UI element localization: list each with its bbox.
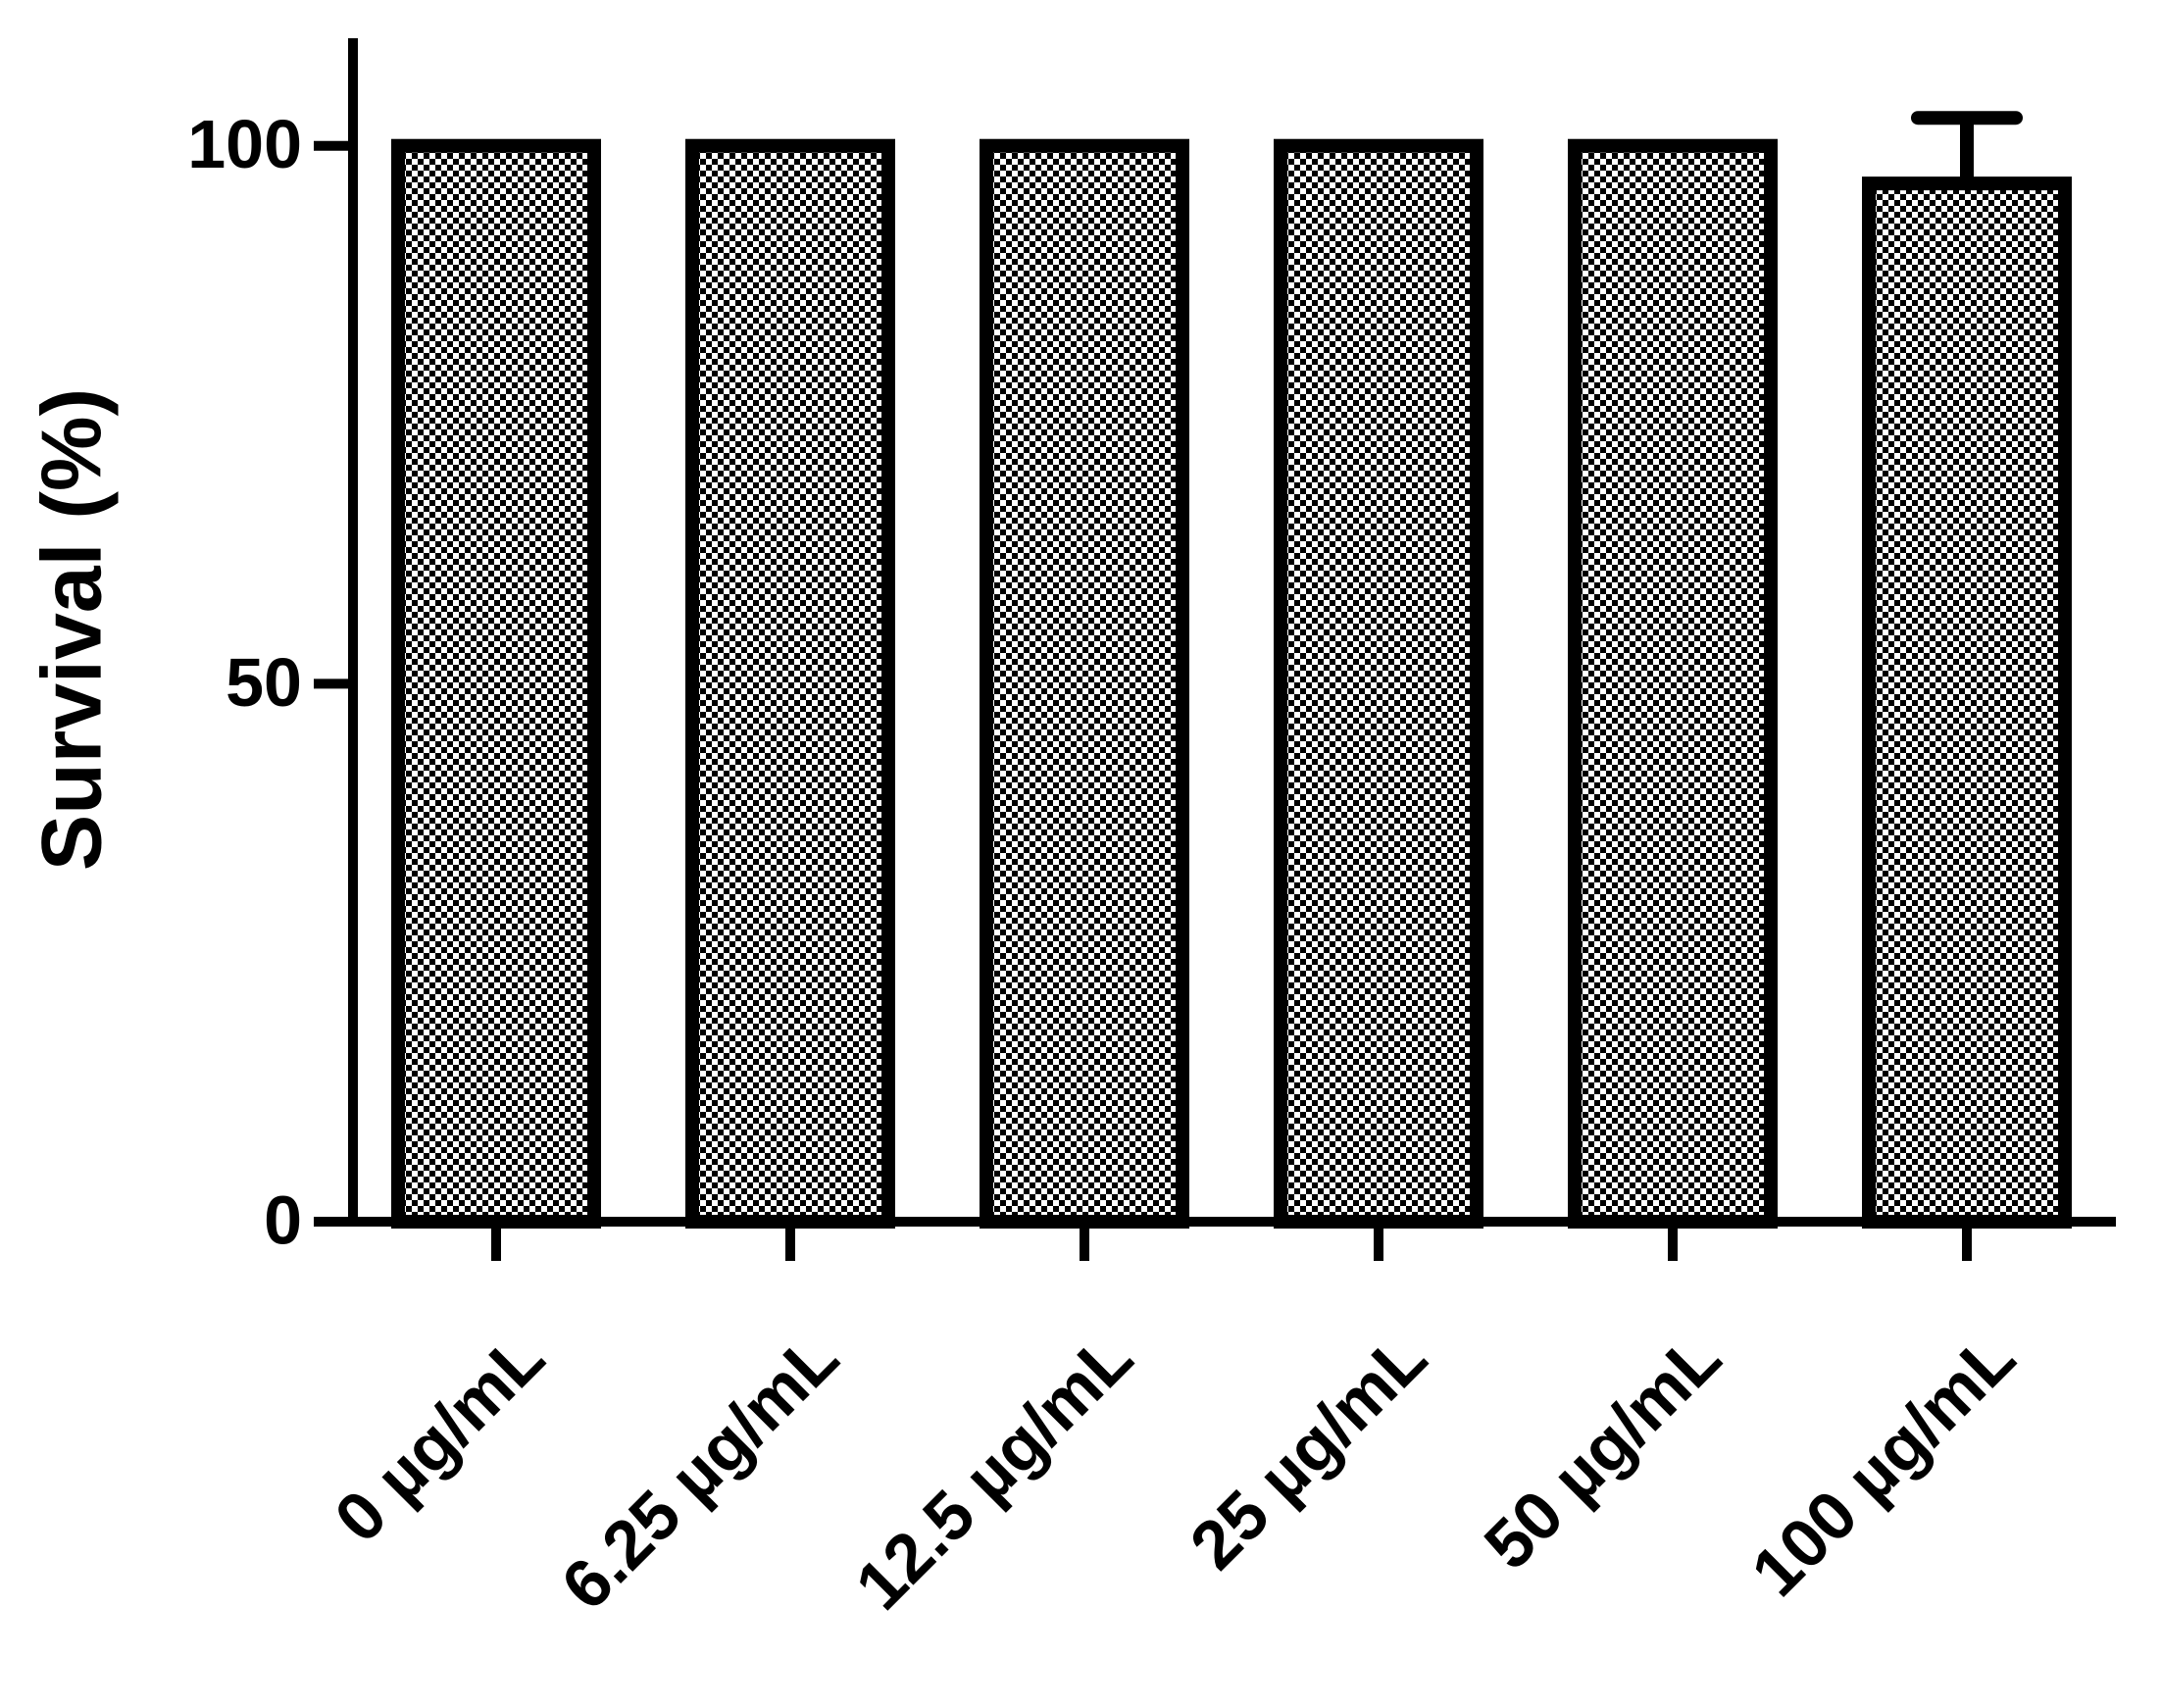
y-axis-label: Survival (%) — [25, 388, 120, 871]
x-tick-label: 100 µg/mL — [1736, 1319, 2029, 1611]
x-tick-label: 50 µg/mL — [1470, 1319, 1735, 1584]
x-tick-label: 12.5 µg/mL — [841, 1319, 1147, 1625]
x-tick-label: 6.25 µg/mL — [547, 1319, 853, 1625]
x-tick-label: 0 µg/mL — [320, 1319, 558, 1557]
bar — [1862, 176, 2072, 1229]
y-tick-label: 50 — [226, 644, 302, 721]
bar — [1568, 138, 1778, 1229]
bar — [391, 138, 601, 1229]
bar — [685, 138, 895, 1229]
x-tick-label: 25 µg/mL — [1176, 1319, 1441, 1584]
bar — [1274, 138, 1483, 1229]
y-tick-label: 0 — [264, 1181, 302, 1258]
y-tick-label: 100 — [187, 106, 302, 182]
bar — [980, 138, 1189, 1229]
